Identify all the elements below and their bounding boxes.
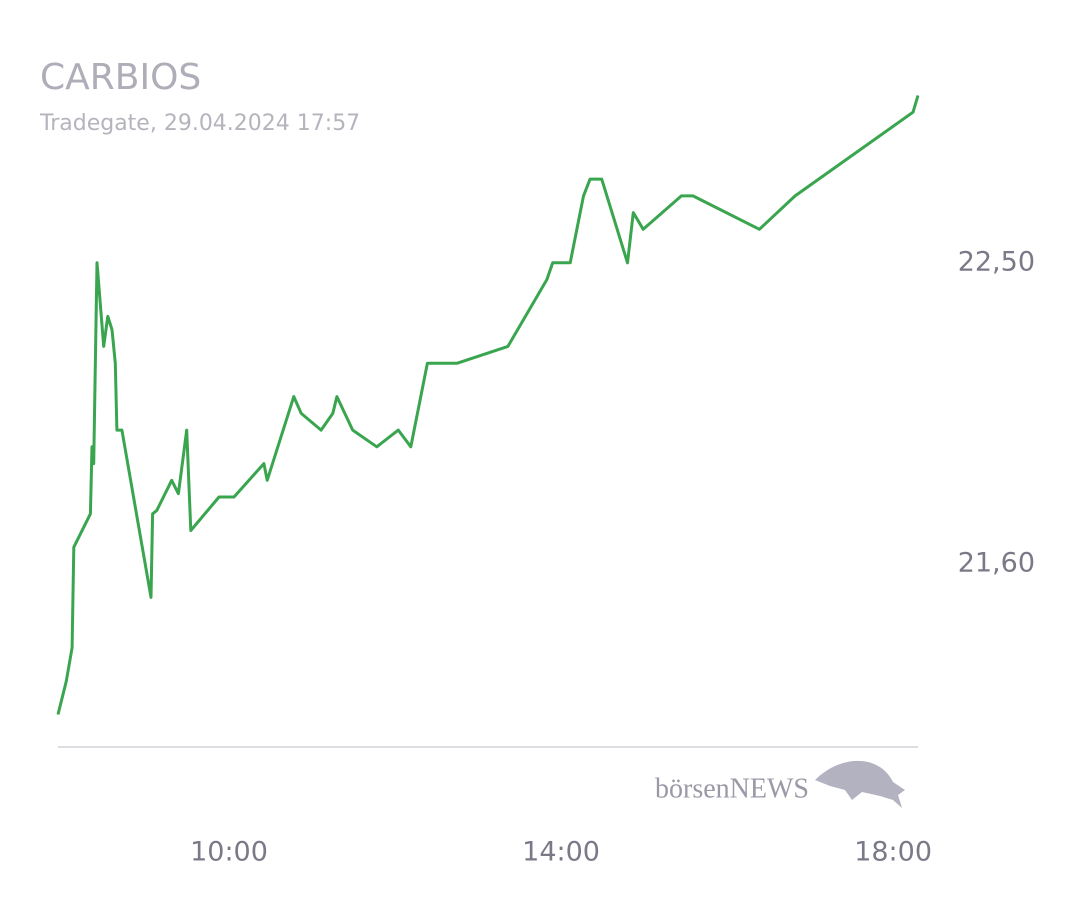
logo-bull (815, 760, 905, 808)
x-tick-label: 10:00 (190, 837, 268, 868)
y-tick-label: 22,50 (958, 246, 1035, 277)
chart-title: CARBIOS (40, 57, 201, 98)
x-tick-label: 18:00 (854, 837, 932, 868)
y-tick-label: 21,60 (958, 547, 1035, 578)
x-tick-label: 14:00 (522, 837, 600, 868)
price-line (56, 95, 920, 715)
chart-subtitle: Tradegate, 29.04.2024 17:57 (39, 111, 360, 136)
logo-text: börsenNEWS (655, 773, 809, 804)
